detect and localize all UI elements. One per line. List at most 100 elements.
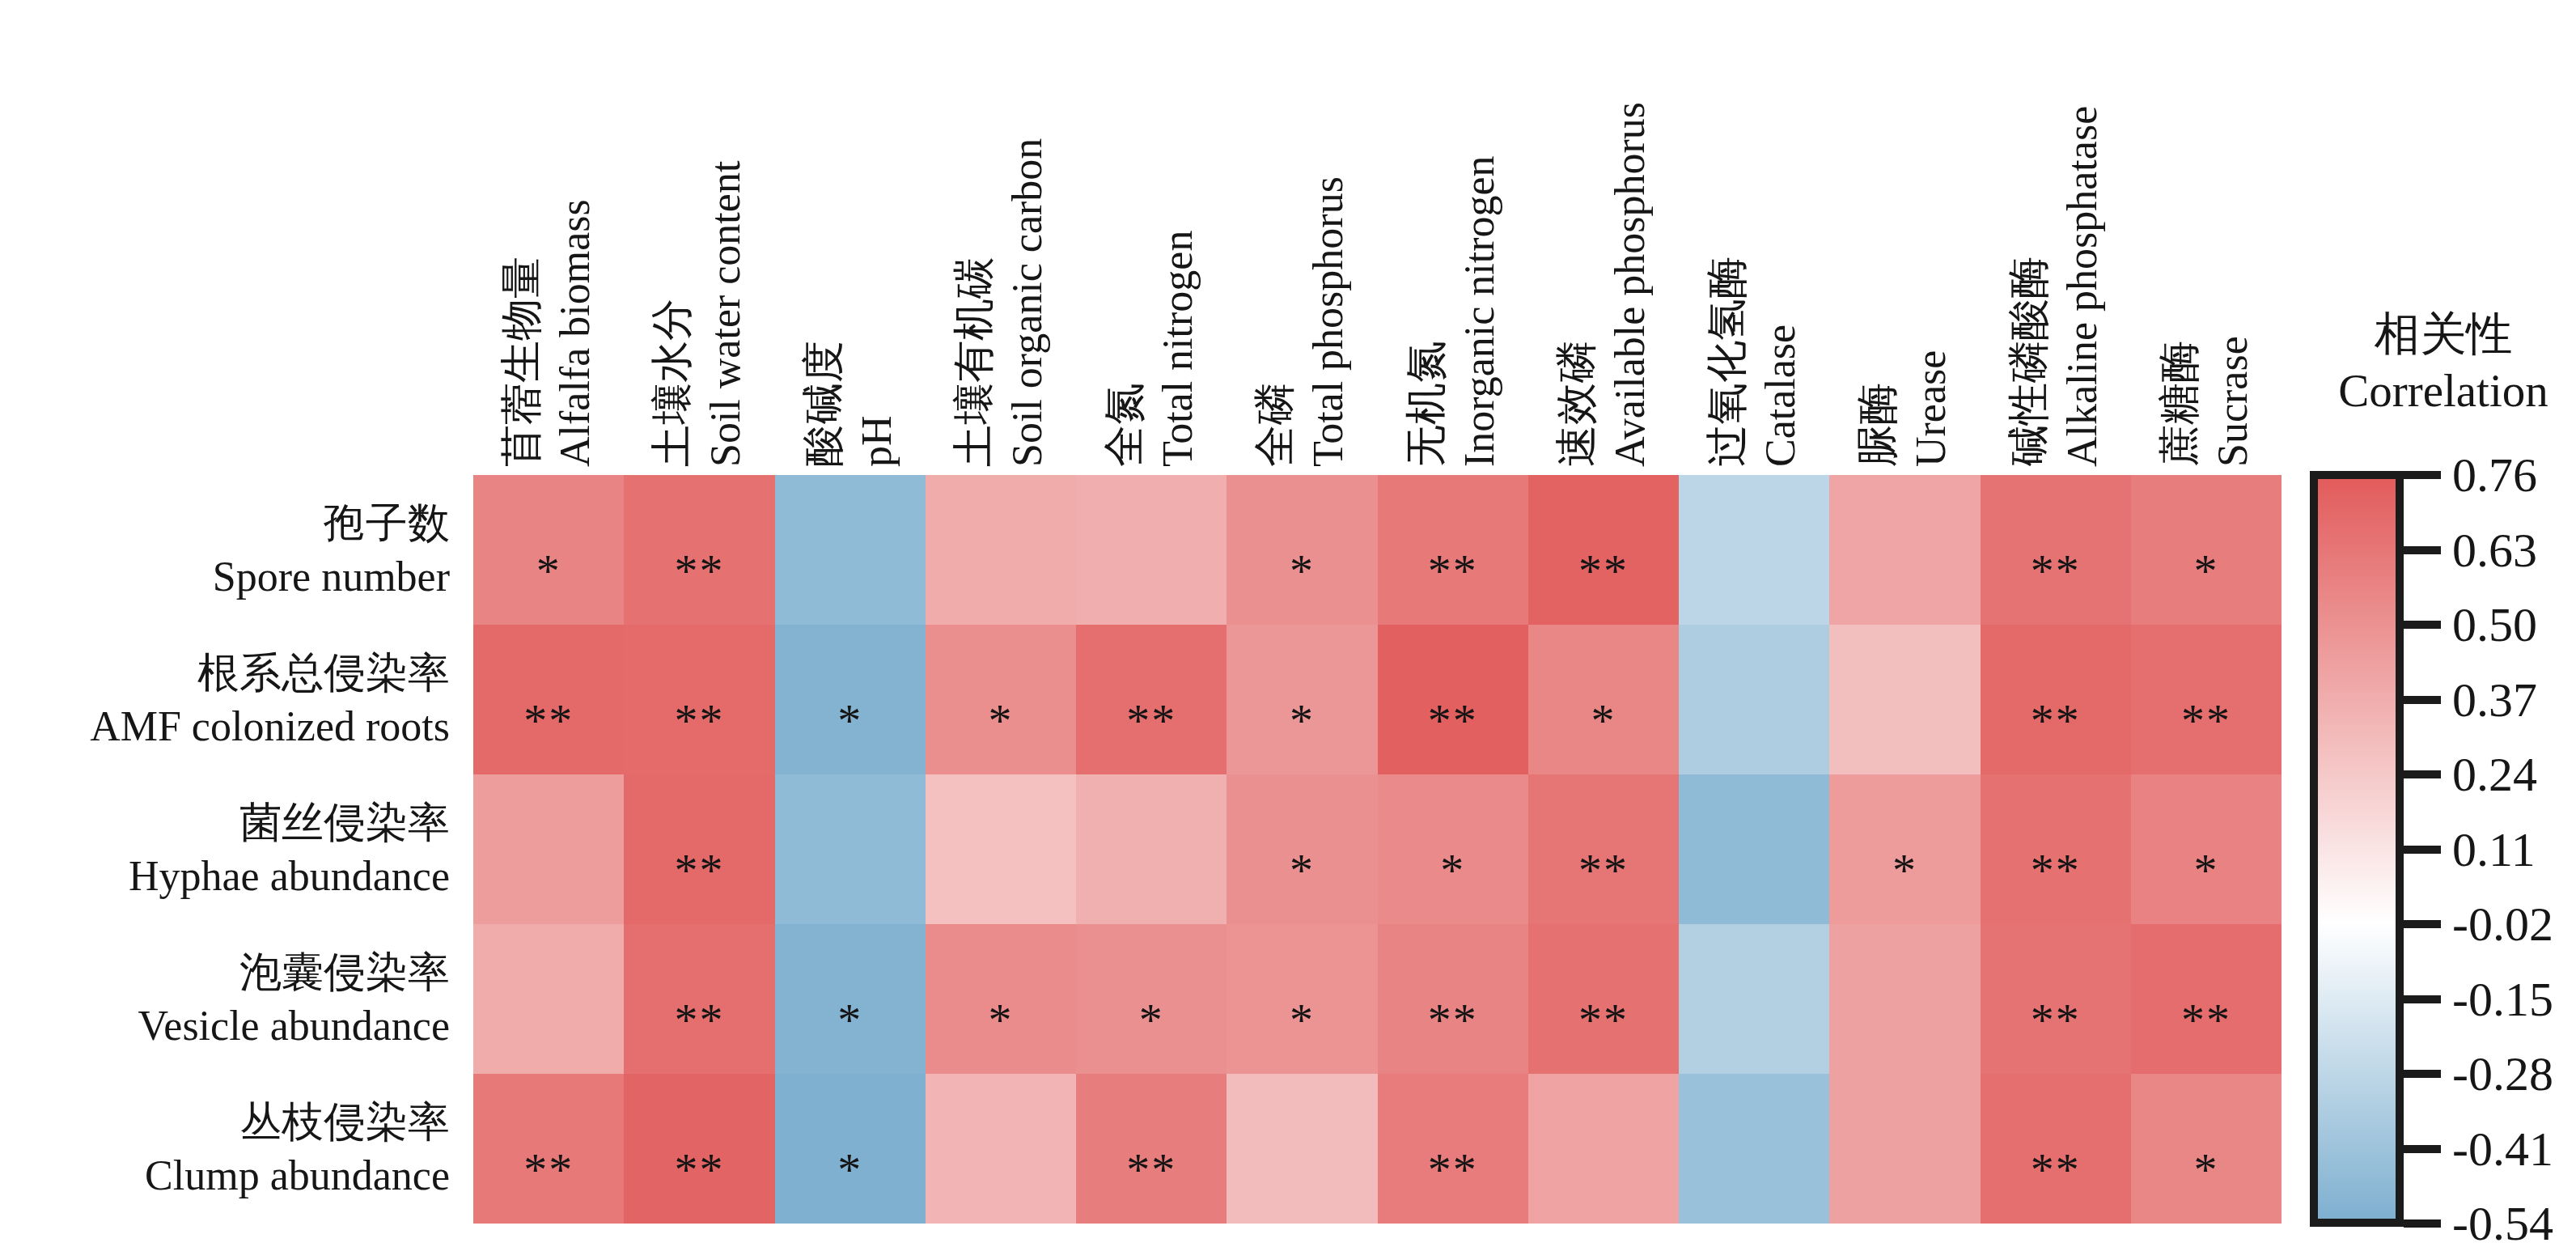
heatmap-cell: * — [1227, 774, 1377, 924]
heatmap-cell: * — [1227, 625, 1377, 774]
heatmap-cell — [1076, 774, 1227, 924]
column-headers: 苜蓿生物量Alfalfa biomass土壤水分Soil water conte… — [473, 0, 2282, 470]
column-label-en: Soil water content — [699, 161, 752, 467]
significance-marker: * — [837, 992, 862, 1046]
column-label-en: Alkaline phosphatase — [2056, 106, 2109, 467]
column-label-zh: 全氮 — [1098, 231, 1151, 467]
colorbar-tick-label: 0.24 — [2452, 747, 2537, 803]
colorbar-tick-label: -0.41 — [2452, 1121, 2553, 1177]
significance-marker: ** — [1126, 1142, 1176, 1196]
colorbar-tick-label: 0.76 — [2452, 447, 2537, 503]
heatmap-cell: * — [1227, 475, 1377, 625]
heatmap-cell: ** — [1981, 924, 2131, 1074]
significance-marker: ** — [2031, 992, 2081, 1046]
column-label-en: Inorganic nitrogen — [1453, 155, 1506, 467]
column-header: 速效磷Available phosphorus — [1528, 0, 1679, 470]
column-label-zh: 酸碱度 — [797, 341, 850, 467]
column-header: 酸碱度pH — [775, 0, 926, 470]
significance-marker: * — [1892, 842, 1917, 897]
colorbar-tick-label: -0.15 — [2452, 971, 2553, 1027]
colorbar-tick-label: 0.63 — [2452, 522, 2537, 578]
colorbar-tick — [2404, 696, 2441, 704]
significance-marker: * — [2193, 842, 2218, 897]
colorbar-tick — [2404, 846, 2441, 854]
row-label: 泡囊侵染率Vesicle abundance — [0, 924, 461, 1074]
column-header-text: 全磷Total phosphorus — [1248, 176, 1355, 467]
column-label-en: Total nitrogen — [1151, 231, 1205, 467]
heatmap-cell: ** — [1378, 475, 1528, 625]
column-label-en: Catalase — [1754, 257, 1807, 467]
heatmap-cell — [1227, 1074, 1377, 1224]
colorbar-tick — [2404, 770, 2441, 778]
colorbar-tick — [2404, 621, 2441, 629]
column-header: 无机氮Inorganic nitrogen — [1378, 0, 1528, 470]
heatmap-cell: * — [775, 625, 926, 774]
colorbar-tick — [2404, 1070, 2441, 1078]
heatmap-cell: ** — [624, 625, 774, 774]
heatmap-cell — [1679, 774, 1829, 924]
column-label-zh: 土壤有机碳 — [947, 138, 1001, 467]
row-label: 丛枝侵染率Clump abundance — [0, 1074, 461, 1224]
heatmap-cell — [1829, 1074, 1980, 1224]
column-header-text: 无机氮Inorganic nitrogen — [1400, 155, 1506, 467]
column-header: 碱性磷酸酶Alkaline phosphatase — [1981, 0, 2131, 470]
correlation-heatmap-figure: 苜蓿生物量Alfalfa biomass土壤水分Soil water conte… — [0, 0, 2576, 1247]
significance-marker: * — [1591, 693, 1616, 747]
column-header: 土壤水分Soil water content — [624, 0, 774, 470]
colorbar-tick-label: -0.02 — [2452, 897, 2553, 952]
heatmap-cell: * — [1528, 625, 1679, 774]
column-header-text: 速效磷Available phosphorus — [1550, 102, 1657, 467]
significance-marker: ** — [674, 693, 724, 747]
significance-marker: ** — [2181, 992, 2231, 1046]
column-header-text: 苜蓿生物量Alfalfa biomass — [495, 199, 602, 467]
heatmap-cell: ** — [1528, 774, 1679, 924]
colorbar-tick — [2404, 546, 2441, 554]
row-label-zh: 丛枝侵染率 — [239, 1096, 450, 1149]
significance-marker: ** — [1428, 543, 1478, 597]
heatmap-cell: ** — [1528, 475, 1679, 625]
colorbar-tick-label: -0.28 — [2452, 1046, 2553, 1102]
row-label: 孢子数Spore number — [0, 475, 461, 625]
colorbar-tick-label: -0.54 — [2452, 1196, 2553, 1247]
heatmap-cell — [926, 774, 1076, 924]
row-label-en: AMF colonized roots — [90, 700, 450, 753]
column-label-en: Soil organic carbon — [1001, 138, 1054, 467]
significance-marker: * — [837, 693, 862, 747]
colorbar-tick — [2404, 920, 2441, 928]
heatmap-cell — [1679, 924, 1829, 1074]
heatmap-cell: ** — [2131, 924, 2282, 1074]
heatmap-cell — [1829, 625, 1980, 774]
column-label-en: Total phosphorus — [1302, 176, 1355, 467]
heatmap-cell: ** — [1378, 924, 1528, 1074]
heatmap-cell — [926, 475, 1076, 625]
column-label-zh: 苜蓿生物量 — [495, 199, 549, 467]
significance-marker: * — [988, 992, 1013, 1046]
heatmap-cell: * — [2131, 475, 2282, 625]
row-label-zh: 孢子数 — [324, 497, 450, 550]
column-header-text: 碱性磷酸酶Alkaline phosphatase — [2002, 106, 2109, 467]
row-label-en: Spore number — [213, 550, 450, 604]
heatmap-cell: ** — [1076, 1074, 1227, 1224]
significance-marker: ** — [2031, 1142, 2081, 1196]
significance-marker: * — [536, 543, 561, 597]
column-label-zh: 无机氮 — [1400, 155, 1453, 467]
significance-marker: ** — [2031, 543, 2081, 597]
colorbar — [2310, 471, 2404, 1227]
column-header: 全磷Total phosphorus — [1227, 0, 1377, 470]
heatmap-cell: * — [473, 475, 624, 625]
significance-marker: ** — [1428, 693, 1478, 747]
colorbar-tick — [2404, 995, 2441, 1003]
colorbar-tick — [2404, 1219, 2441, 1228]
heatmap-cell — [1679, 1074, 1829, 1224]
heatmap-cell — [926, 1074, 1076, 1224]
heatmap-cell: * — [926, 924, 1076, 1074]
significance-marker: ** — [523, 1142, 574, 1196]
column-header: 土壤有机碳Soil organic carbon — [926, 0, 1076, 470]
row-label-en: Vesicle abundance — [138, 999, 450, 1053]
row-labels: 孢子数Spore number根系总侵染率AMF colonized roots… — [0, 475, 461, 1224]
column-label-zh: 土壤水分 — [646, 161, 699, 467]
heatmap-cell: * — [1076, 924, 1227, 1074]
significance-marker: ** — [674, 1142, 724, 1196]
row-label-en: Clump abundance — [145, 1149, 450, 1202]
heatmap-cell — [1829, 924, 1980, 1074]
